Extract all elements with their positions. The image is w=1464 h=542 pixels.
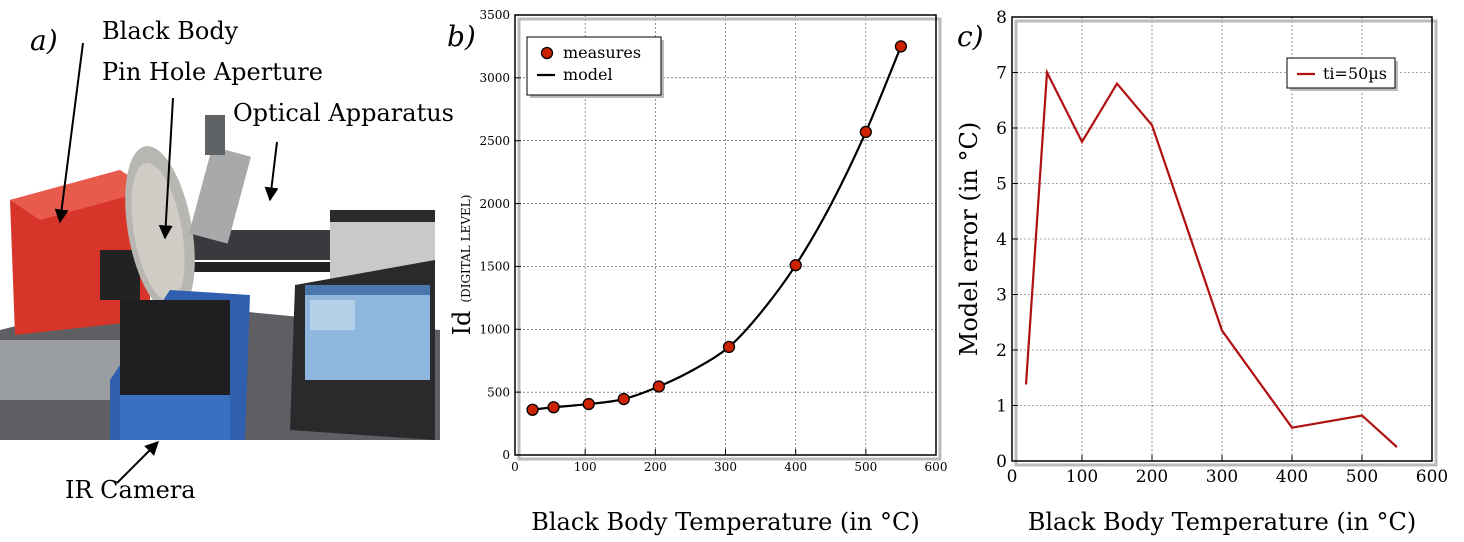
- x-tick-label: 100: [574, 460, 597, 474]
- legend-label-ti=50µs: ti=50µs: [1323, 64, 1387, 83]
- x-axis-label: Black Body Temperature (in °C): [531, 508, 920, 536]
- legend-label-model: model: [563, 65, 613, 84]
- data-point-measures: [652, 380, 665, 393]
- arrow-pin-hole: [158, 97, 174, 240]
- y-tick-label: 6: [996, 119, 1007, 139]
- data-point-measures: [859, 125, 872, 139]
- data-point-measures: [526, 403, 539, 416]
- panel-c-letter: c): [957, 20, 984, 53]
- data-point-measures: [582, 397, 595, 411]
- y-tick-label: 5: [996, 174, 1007, 194]
- panel-a-letter: a): [30, 24, 58, 57]
- x-tick-label: 400: [784, 460, 807, 474]
- data-point-measures: [547, 401, 560, 414]
- label-ir-camera: IR Camera: [65, 476, 196, 504]
- y-axis-label-main: Id: [448, 311, 476, 336]
- y-tick-label: 2500: [479, 134, 510, 148]
- plot-shadow: [517, 17, 942, 461]
- x-tick-label: 0: [1007, 467, 1018, 487]
- y-tick-label: 1000: [479, 322, 510, 336]
- panel-b-letter: b): [447, 20, 476, 53]
- y-tick-label: 2000: [479, 197, 510, 211]
- plot-shadow: [1014, 19, 1438, 467]
- x-tick-label: 600: [1416, 467, 1448, 487]
- label-pin-hole: Pin Hole Aperture: [102, 58, 323, 86]
- x-tick-label: 100: [1066, 467, 1098, 487]
- y-axis-label: Id (DIGITAL LEVEL): [448, 195, 476, 336]
- legend-box: [1286, 57, 1396, 89]
- label-black-body: Black Body: [102, 17, 239, 45]
- y-tick-label: 500: [487, 385, 510, 399]
- x-axis-label: Black Body Temperature (in °C): [1028, 508, 1417, 536]
- y-tick-label: 7: [996, 63, 1007, 83]
- data-point-measures: [789, 259, 802, 272]
- y-tick-label: 1500: [479, 260, 510, 274]
- optical-mount: [189, 146, 251, 244]
- legend-marker-measures: [540, 46, 554, 60]
- arrow-black-body: [54, 42, 84, 224]
- x-tick-label: 0: [511, 460, 519, 474]
- y-tick-label: 0: [502, 448, 510, 462]
- y-tick-label: 0: [996, 452, 1007, 472]
- series-line-ti=50µs: [1024, 68, 1398, 448]
- arrow-optical: [264, 141, 279, 202]
- y-axis-label-sub: (DIGITAL LEVEL): [459, 195, 473, 303]
- x-tick-label: 300: [714, 460, 737, 474]
- data-point-measures: [894, 40, 908, 53]
- x-tick-label: 600: [925, 460, 948, 474]
- x-tick-label: 400: [1276, 467, 1308, 487]
- y-tick-label: 8: [996, 8, 1007, 28]
- y-axis-label-main: Model error (in °C): [955, 122, 983, 356]
- y-tick-label: 3500: [479, 8, 510, 22]
- x-tick-label: 200: [644, 460, 667, 474]
- label-optical: Optical Apparatus: [233, 99, 454, 127]
- y-tick-label: 3000: [479, 71, 510, 85]
- y-tick-label: 3: [996, 285, 1007, 305]
- table-surface-light: [0, 340, 130, 400]
- legend-label-measures: measures: [563, 43, 641, 62]
- x-tick-label: 300: [1206, 467, 1238, 487]
- legend-box: [526, 36, 662, 96]
- arrow-ir-camera: [116, 441, 159, 484]
- data-point-measures: [722, 340, 736, 354]
- y-axis-label: Model error (in °C): [955, 122, 983, 356]
- x-tick-label: 500: [854, 460, 877, 474]
- y-tick-label: 1: [996, 396, 1007, 416]
- y-tick-label: 4: [996, 230, 1007, 250]
- x-tick-label: 500: [1346, 467, 1378, 487]
- y-tick-label: 2: [996, 341, 1007, 361]
- x-tick-label: 200: [1136, 467, 1168, 487]
- data-point-measures: [617, 392, 630, 406]
